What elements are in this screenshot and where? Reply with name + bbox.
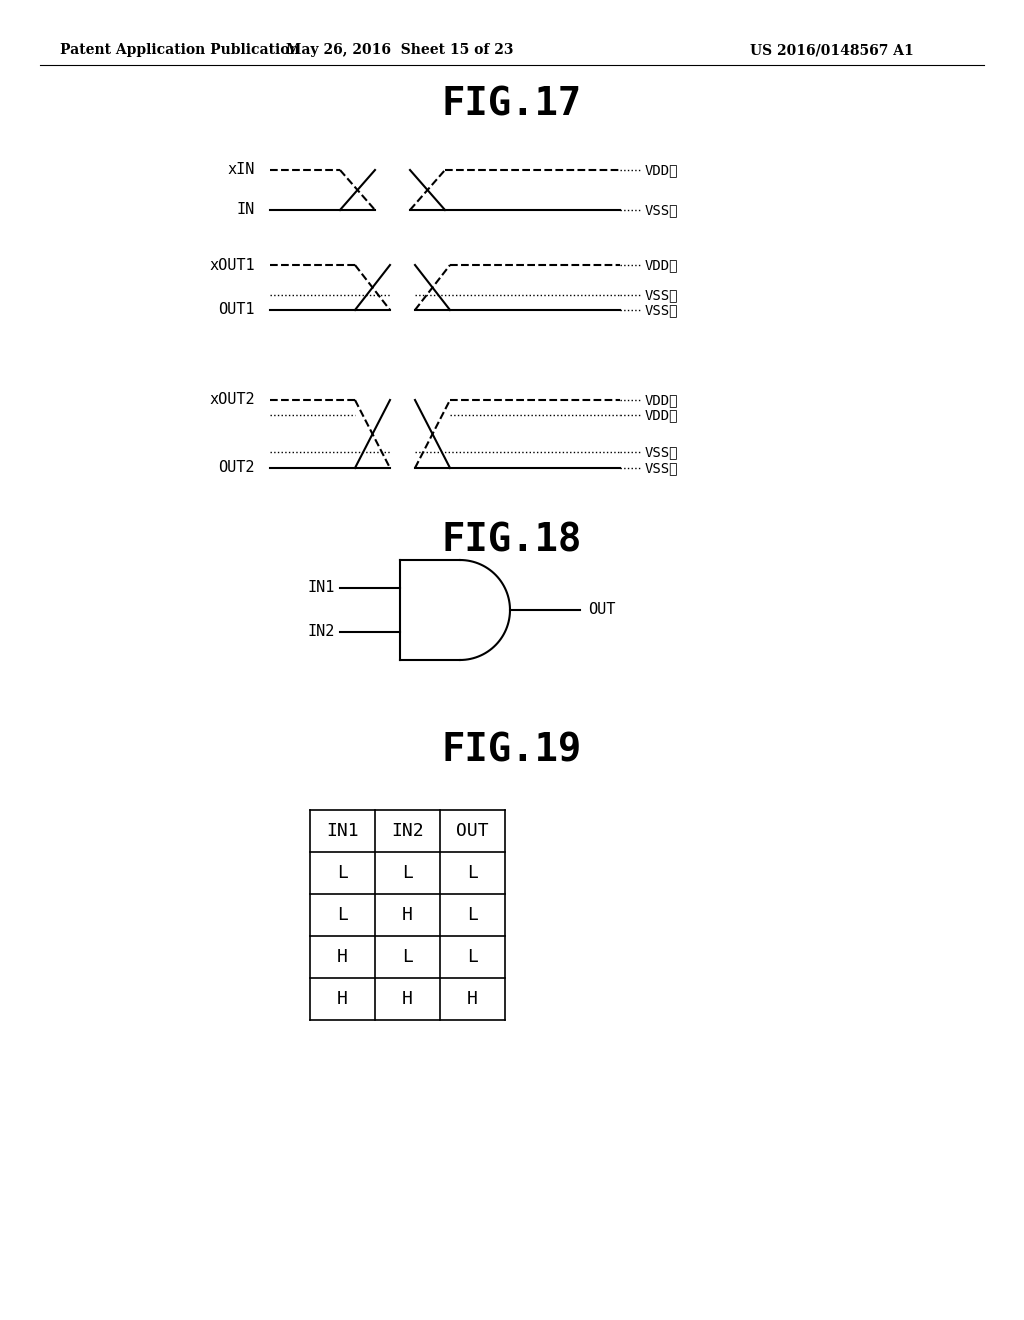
- Text: H: H: [402, 990, 413, 1008]
- Text: VSSⅡ: VSSⅡ: [645, 445, 679, 459]
- Text: OUT1: OUT1: [218, 302, 255, 318]
- Text: IN2: IN2: [391, 822, 424, 840]
- Text: L: L: [467, 906, 478, 924]
- Text: L: L: [337, 906, 348, 924]
- Text: H: H: [402, 906, 413, 924]
- Text: L: L: [467, 865, 478, 882]
- Text: VDDⅡ: VDDⅡ: [645, 257, 679, 272]
- Text: H: H: [337, 990, 348, 1008]
- Text: OUT: OUT: [456, 822, 488, 840]
- Text: OUT: OUT: [588, 602, 615, 618]
- Text: May 26, 2016  Sheet 15 of 23: May 26, 2016 Sheet 15 of 23: [287, 44, 514, 57]
- Text: IN1: IN1: [307, 581, 335, 595]
- Text: IN1: IN1: [327, 822, 358, 840]
- Text: US 2016/0148567 A1: US 2016/0148567 A1: [750, 44, 913, 57]
- Text: FIG.18: FIG.18: [442, 521, 582, 558]
- Text: L: L: [337, 865, 348, 882]
- Text: H: H: [467, 990, 478, 1008]
- Text: L: L: [467, 948, 478, 966]
- Text: FIG.17: FIG.17: [442, 86, 582, 124]
- Text: VDDⅡ: VDDⅡ: [645, 408, 679, 422]
- Text: IN2: IN2: [307, 624, 335, 639]
- Text: VSSⅡ: VSSⅡ: [645, 288, 679, 302]
- Text: xOUT2: xOUT2: [209, 392, 255, 408]
- Text: L: L: [402, 865, 413, 882]
- Text: VSSⅡ: VSSⅡ: [645, 203, 679, 216]
- Text: L: L: [402, 948, 413, 966]
- Text: Patent Application Publication: Patent Application Publication: [60, 44, 300, 57]
- Text: VDDⅡ: VDDⅡ: [645, 162, 679, 177]
- Text: OUT2: OUT2: [218, 461, 255, 475]
- Text: VSSⅢ: VSSⅢ: [645, 304, 679, 317]
- Text: IN: IN: [237, 202, 255, 218]
- Text: H: H: [337, 948, 348, 966]
- Text: xIN: xIN: [227, 162, 255, 177]
- Text: VSSⅢ: VSSⅢ: [645, 461, 679, 475]
- Text: xOUT1: xOUT1: [209, 257, 255, 272]
- Text: VDDⅢ: VDDⅢ: [645, 393, 679, 407]
- Text: FIG.19: FIG.19: [442, 731, 582, 770]
